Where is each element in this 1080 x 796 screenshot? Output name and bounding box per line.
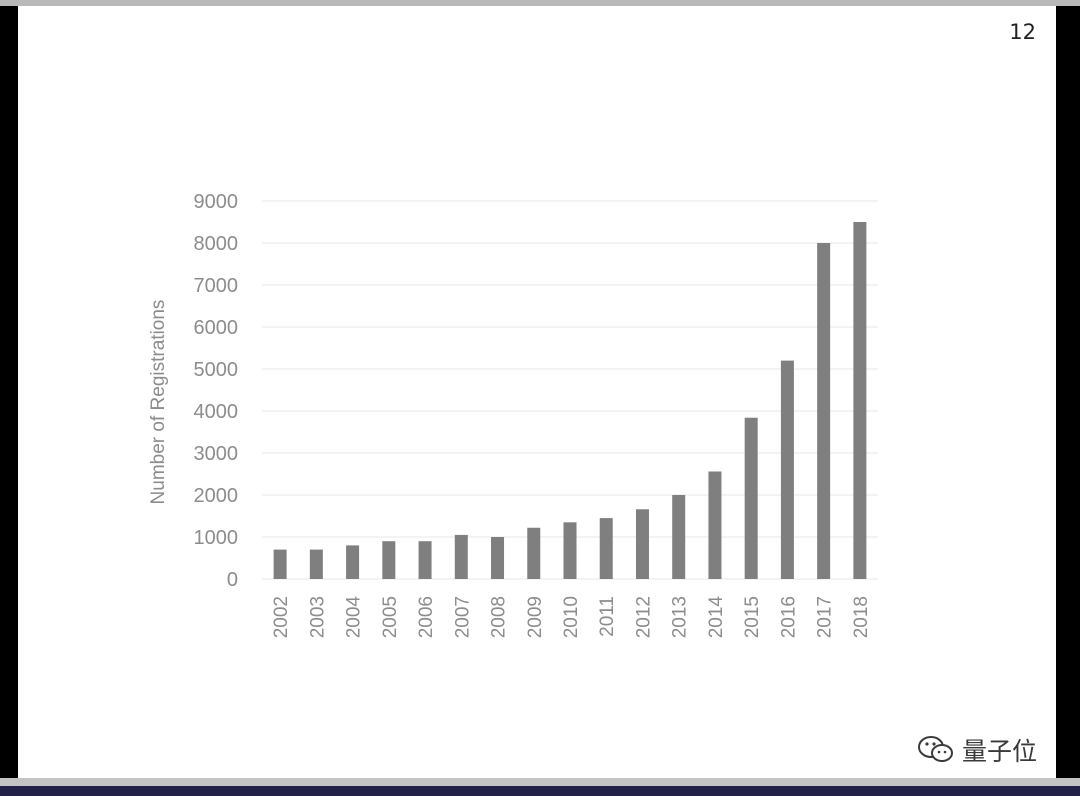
x-tick-label: 2011 <box>597 596 618 637</box>
bar-2002 <box>273 549 287 579</box>
wechat-icon <box>918 736 953 762</box>
bar-2013 <box>672 495 686 579</box>
bar-2005 <box>382 541 396 579</box>
x-tick-label: 2009 <box>525 596 546 638</box>
y-tick-label: 2000 <box>194 485 239 507</box>
y-tick-label: 9000 <box>194 191 239 213</box>
watermark-text: 量子位 <box>962 737 1038 766</box>
y-tick-label: 8000 <box>194 233 239 255</box>
bar-2015 <box>744 417 758 579</box>
x-tick-label: 2015 <box>742 596 763 638</box>
y-tick-label: 0 <box>227 569 238 591</box>
bar-2004 <box>346 545 360 579</box>
x-tick-label: 2007 <box>452 596 473 638</box>
x-tick-label: 2014 <box>706 596 727 639</box>
x-tick-label: 2012 <box>633 596 654 638</box>
bar-2016 <box>780 360 794 579</box>
y-tick-label: 5000 <box>194 359 239 381</box>
bar-2009 <box>527 527 541 579</box>
bar-chart: 0 1000 2000 3000 4000 5000 6000 7000 8000 9000 20… <box>148 191 878 639</box>
page-number: 12 <box>1009 20 1036 44</box>
x-tick-labels: 2002 2003 2004 2005 2006 2007 2008 2009 2010 2011… <box>271 596 872 639</box>
bar-2012 <box>635 509 649 579</box>
x-tick-label: 2004 <box>344 596 365 639</box>
bar-2007 <box>454 534 468 579</box>
bottom-band <box>0 786 1080 796</box>
bar-2006 <box>418 541 432 579</box>
x-tick-label: 2010 <box>561 596 582 638</box>
bar-2018 <box>853 222 867 579</box>
y-tick-labels: 0 1000 2000 3000 4000 5000 6000 7000 8000 9000 <box>194 191 239 591</box>
y-axis-label: Number of Registrations <box>148 300 169 505</box>
x-tick-label: 2013 <box>670 596 691 638</box>
x-tick-label: 2002 <box>271 596 292 638</box>
bar-2010 <box>563 522 577 579</box>
grid-lines <box>262 200 878 580</box>
x-tick-label: 2005 <box>380 596 401 638</box>
x-tick-label: 2006 <box>416 596 437 638</box>
x-tick-label: 2008 <box>489 596 510 638</box>
top-edge <box>0 0 1080 6</box>
watermark: 量子位 <box>916 732 1037 768</box>
slide: 12 0 1000 2000 3000 4000 5000 6000 7000 8000 9000… <box>18 6 1056 778</box>
bars <box>273 222 867 579</box>
bar-2014 <box>708 471 722 579</box>
x-tick-label: 2016 <box>778 596 799 638</box>
x-tick-label: 2018 <box>851 596 872 638</box>
bar-2017 <box>817 243 831 579</box>
bar-2003 <box>309 549 323 579</box>
y-tick-label: 3000 <box>194 443 239 465</box>
y-tick-label: 1000 <box>194 527 239 549</box>
bottom-edge <box>0 778 1080 786</box>
bar-2011 <box>599 518 613 579</box>
y-tick-label: 7000 <box>194 275 239 297</box>
x-tick-label: 2003 <box>307 596 328 638</box>
y-tick-label: 6000 <box>194 317 239 339</box>
x-tick-label: 2017 <box>815 596 836 638</box>
bar-2008 <box>491 537 505 579</box>
y-tick-label: 4000 <box>194 401 239 423</box>
